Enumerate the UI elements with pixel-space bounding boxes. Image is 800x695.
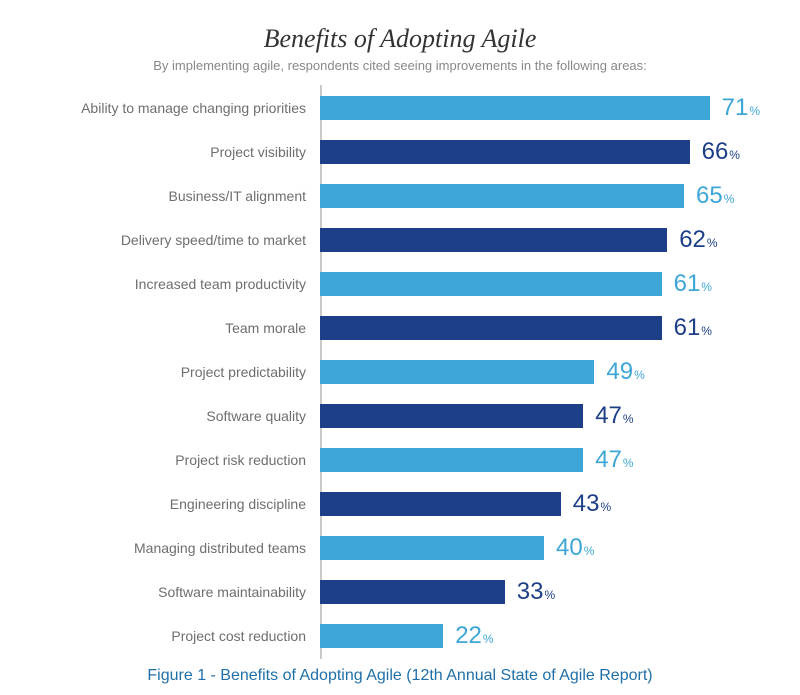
bar-wrap: 47% bbox=[320, 448, 760, 472]
bar-row: Increased team productivity 61% bbox=[40, 267, 760, 301]
bar-wrap: 62% bbox=[320, 228, 760, 252]
percent-sign: % bbox=[623, 456, 634, 470]
bar-row: Engineering discipline 43% bbox=[40, 487, 760, 521]
percent-sign: % bbox=[545, 588, 556, 602]
bar-row: Software maintainability 33% bbox=[40, 575, 760, 609]
bar bbox=[320, 580, 505, 604]
bar-wrap: 33% bbox=[320, 580, 760, 604]
percent-sign: % bbox=[729, 148, 740, 162]
bar-value-number: 61 bbox=[674, 314, 701, 341]
bar-wrap: 71% bbox=[320, 96, 760, 120]
bar-label: Increased team productivity bbox=[40, 276, 320, 292]
bar-value-number: 47 bbox=[595, 402, 622, 429]
bar-row: Delivery speed/time to market 62% bbox=[40, 223, 760, 257]
bar-value: 71% bbox=[722, 96, 760, 120]
bar bbox=[320, 272, 662, 296]
bar-value: 33% bbox=[517, 580, 555, 604]
bar-wrap: 66% bbox=[320, 140, 760, 164]
bar-label: Software quality bbox=[40, 408, 320, 424]
bar-wrap: 49% bbox=[320, 360, 760, 384]
bar-label: Software maintainability bbox=[40, 584, 320, 600]
bar-label: Team morale bbox=[40, 320, 320, 336]
bar-value-number: 61 bbox=[674, 270, 701, 297]
bar-value: 40% bbox=[556, 536, 594, 560]
bar bbox=[320, 96, 710, 120]
percent-sign: % bbox=[601, 500, 612, 514]
bar-label: Engineering discipline bbox=[40, 496, 320, 512]
bar-row: Project cost reduction 22% bbox=[40, 619, 760, 653]
bar bbox=[320, 404, 583, 428]
percent-sign: % bbox=[707, 236, 718, 250]
bar bbox=[320, 316, 662, 340]
bar bbox=[320, 228, 667, 252]
percent-sign: % bbox=[724, 192, 735, 206]
chart-title: Benefits of Adopting Agile bbox=[30, 24, 770, 54]
bar-label: Business/IT alignment bbox=[40, 188, 320, 204]
percent-sign: % bbox=[623, 412, 634, 426]
bar-label: Project predictability bbox=[40, 364, 320, 380]
bar-wrap: 61% bbox=[320, 316, 760, 340]
bar-value-number: 66 bbox=[702, 138, 729, 165]
bar-wrap: 40% bbox=[320, 536, 760, 560]
bar-wrap: 65% bbox=[320, 184, 760, 208]
bar-value-number: 43 bbox=[573, 490, 600, 517]
bar-label: Delivery speed/time to market bbox=[40, 232, 320, 248]
bar-row: Project risk reduction 47% bbox=[40, 443, 760, 477]
bar-value: 47% bbox=[595, 404, 633, 428]
bar-value: 61% bbox=[674, 316, 712, 340]
bar-label: Project cost reduction bbox=[40, 628, 320, 644]
bar-value: 66% bbox=[702, 140, 740, 164]
bar-value-number: 47 bbox=[595, 446, 622, 473]
bar-row: Team morale 61% bbox=[40, 311, 760, 345]
chart-subtitle: By implementing agile, respondents cited… bbox=[30, 58, 770, 73]
bar-value: 43% bbox=[573, 492, 611, 516]
bar-row: Software quality 47% bbox=[40, 399, 760, 433]
bar-wrap: 61% bbox=[320, 272, 760, 296]
percent-sign: % bbox=[483, 632, 494, 646]
bar-value: 65% bbox=[696, 184, 734, 208]
bar-value-number: 33 bbox=[517, 578, 544, 605]
percent-sign: % bbox=[634, 368, 645, 382]
bar-wrap: 22% bbox=[320, 624, 760, 648]
figure-caption: Figure 1 - Benefits of Adopting Agile (1… bbox=[30, 667, 770, 685]
bar-label: Project visibility bbox=[40, 144, 320, 160]
bar-row: Project predictability 49% bbox=[40, 355, 760, 389]
bar bbox=[320, 624, 443, 648]
bar-row: Ability to manage changing priorities 71% bbox=[40, 91, 760, 125]
bar-value-number: 40 bbox=[556, 534, 583, 561]
bar-value: 22% bbox=[455, 624, 493, 648]
bar-chart: Ability to manage changing priorities 71%… bbox=[40, 91, 760, 653]
bar bbox=[320, 492, 561, 516]
percent-sign: % bbox=[584, 544, 595, 558]
bar-row: Managing distributed teams 40% bbox=[40, 531, 760, 565]
bar-value: 49% bbox=[606, 360, 644, 384]
bar-value: 47% bbox=[595, 448, 633, 472]
page: Benefits of Adopting Agile By implementi… bbox=[0, 0, 800, 695]
bar-value-number: 62 bbox=[679, 226, 706, 253]
percent-sign: % bbox=[701, 324, 712, 338]
bar-label: Managing distributed teams bbox=[40, 540, 320, 556]
bar-value: 61% bbox=[674, 272, 712, 296]
bar bbox=[320, 184, 684, 208]
bar-wrap: 43% bbox=[320, 492, 760, 516]
bar-row: Project visibility 66% bbox=[40, 135, 760, 169]
bar bbox=[320, 360, 594, 384]
bar bbox=[320, 140, 690, 164]
bar-value-number: 22 bbox=[455, 622, 482, 649]
bar-value: 62% bbox=[679, 228, 717, 252]
bar-value-number: 65 bbox=[696, 182, 723, 209]
bar-label: Project risk reduction bbox=[40, 452, 320, 468]
bar bbox=[320, 536, 544, 560]
percent-sign: % bbox=[749, 104, 760, 118]
bar-row: Business/IT alignment 65% bbox=[40, 179, 760, 213]
percent-sign: % bbox=[701, 280, 712, 294]
bar-value-number: 49 bbox=[606, 358, 633, 385]
bar-value-number: 71 bbox=[722, 94, 749, 121]
bar-label: Ability to manage changing priorities bbox=[40, 100, 320, 116]
bar bbox=[320, 448, 583, 472]
bar-wrap: 47% bbox=[320, 404, 760, 428]
